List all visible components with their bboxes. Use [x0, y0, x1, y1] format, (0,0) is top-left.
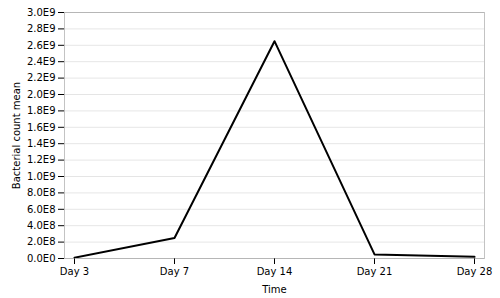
svg-text:8.0E8: 8.0E8 [27, 187, 56, 198]
svg-text:2.0E9: 2.0E9 [27, 89, 56, 100]
svg-text:Bacterial count mean: Bacterial count mean [11, 82, 22, 189]
svg-text:1.8E9: 1.8E9 [27, 105, 56, 116]
svg-text:0.0E0: 0.0E0 [27, 253, 56, 264]
svg-text:2.8E9: 2.8E9 [27, 23, 56, 34]
svg-text:6.0E8: 6.0E8 [27, 204, 56, 215]
svg-text:Day 3: Day 3 [60, 266, 89, 277]
svg-text:1.6E9: 1.6E9 [27, 122, 56, 133]
svg-text:Day 14: Day 14 [257, 266, 293, 277]
svg-text:Time: Time [261, 284, 286, 295]
svg-text:2.4E9: 2.4E9 [27, 56, 56, 67]
svg-text:1.0E9: 1.0E9 [27, 171, 56, 182]
svg-text:3.0E9: 3.0E9 [27, 7, 56, 18]
svg-text:Day 21: Day 21 [357, 266, 393, 277]
svg-text:Day 7: Day 7 [160, 266, 189, 277]
svg-text:1.2E9: 1.2E9 [27, 154, 56, 165]
svg-text:2.2E9: 2.2E9 [27, 72, 56, 83]
svg-text:4.0E8: 4.0E8 [27, 220, 56, 231]
svg-text:2.6E9: 2.6E9 [27, 40, 56, 51]
svg-text:2.0E8: 2.0E8 [27, 236, 56, 247]
svg-text:Day 28: Day 28 [457, 266, 493, 277]
svg-text:1.4E9: 1.4E9 [27, 138, 56, 149]
